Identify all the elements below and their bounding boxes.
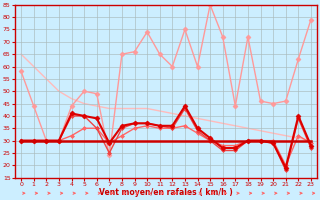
X-axis label: Vent moyen/en rafales ( km/h ): Vent moyen/en rafales ( km/h ) bbox=[99, 188, 233, 197]
